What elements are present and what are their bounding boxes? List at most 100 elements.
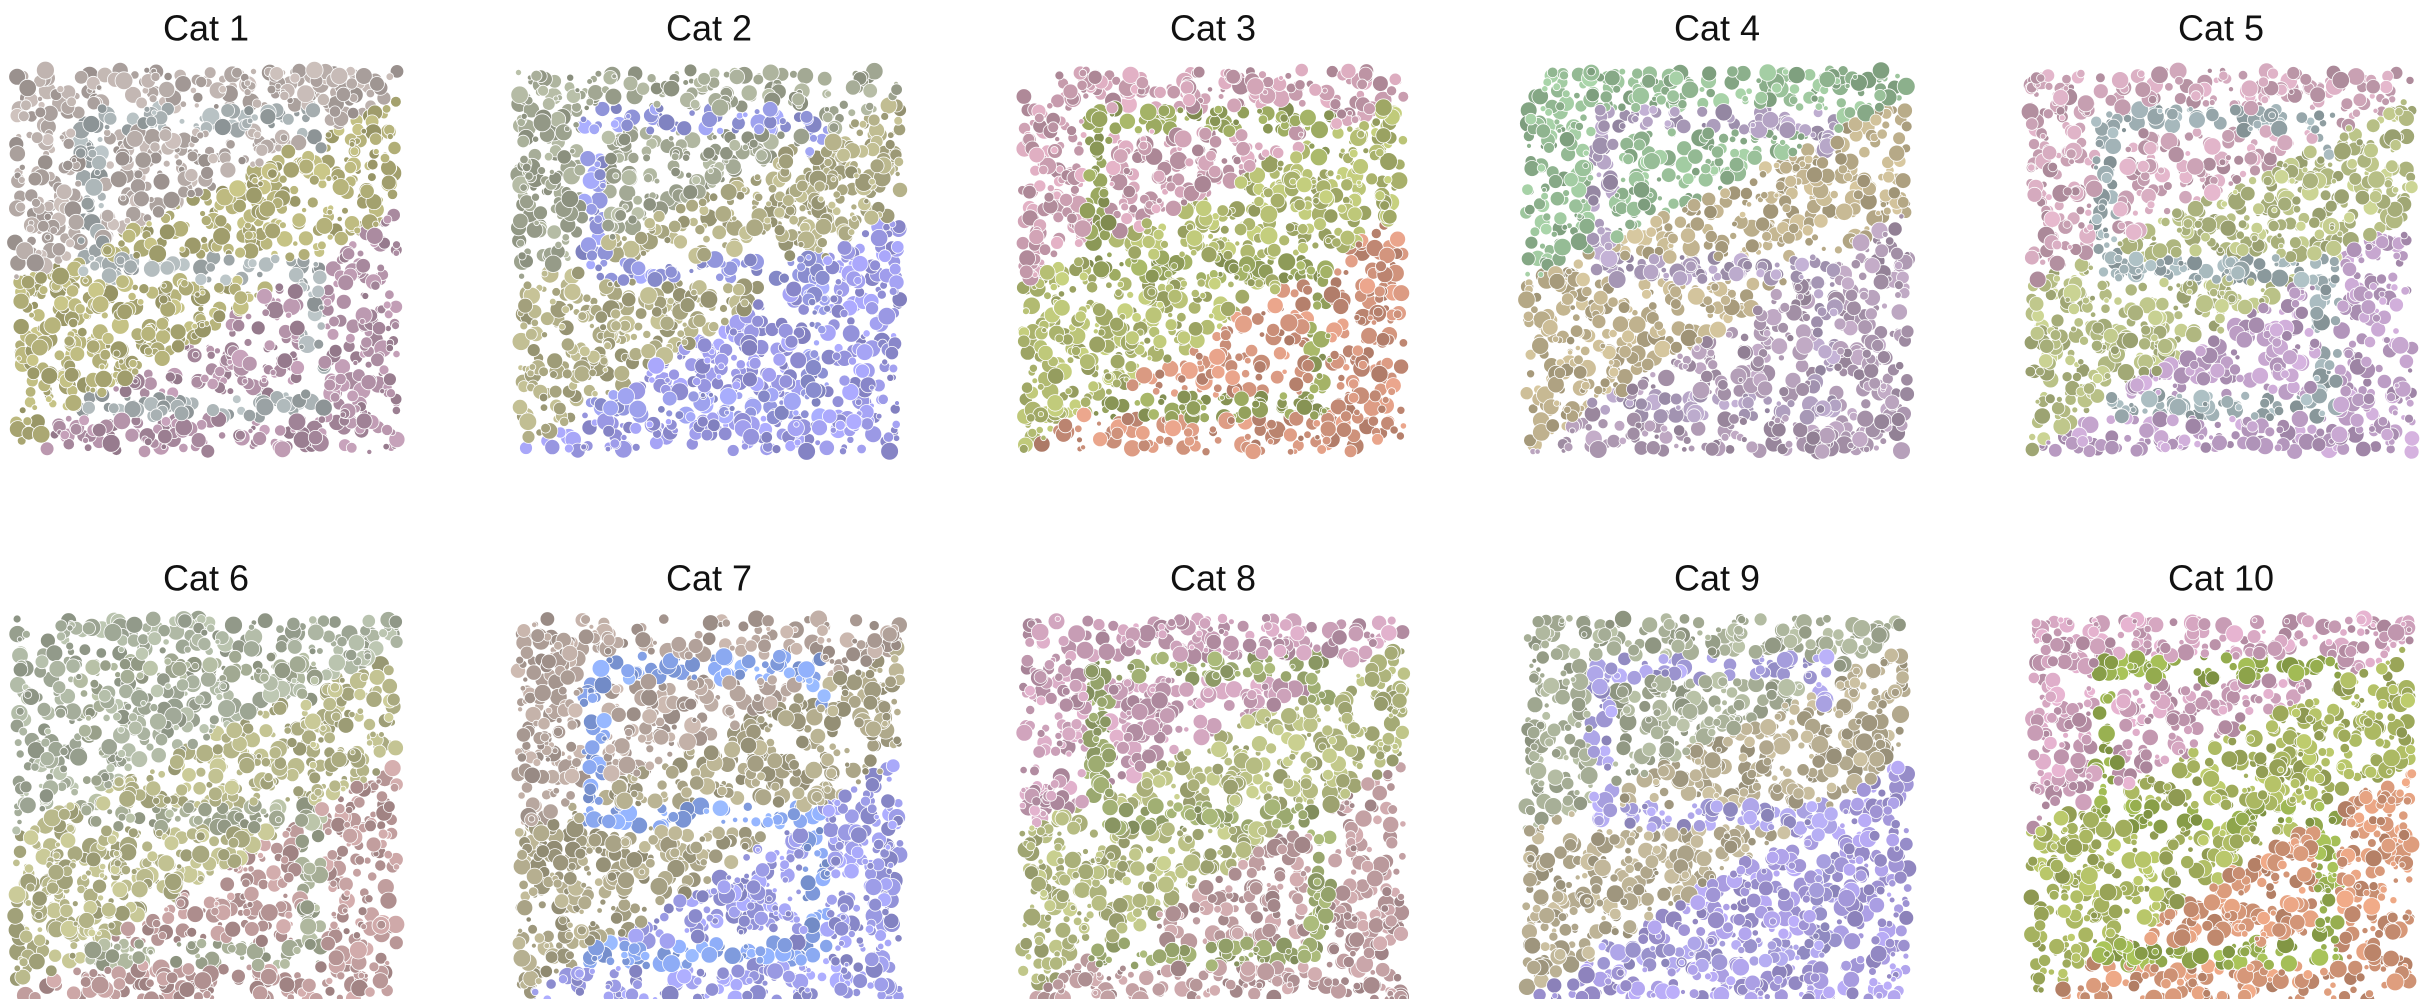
dot — [161, 444, 167, 450]
dot — [538, 167, 546, 175]
dot — [267, 85, 276, 94]
dot — [76, 148, 86, 158]
dot — [389, 300, 402, 313]
dot — [547, 225, 561, 239]
dot — [779, 375, 793, 389]
dot — [16, 356, 21, 361]
dot — [347, 390, 359, 402]
dot — [640, 250, 646, 256]
dot — [824, 107, 829, 112]
dot — [575, 88, 580, 93]
dot — [539, 367, 549, 377]
dot — [766, 201, 772, 207]
dot — [324, 298, 332, 306]
dot — [63, 439, 74, 450]
dot — [837, 241, 852, 256]
dot — [797, 68, 814, 85]
dot — [371, 353, 385, 367]
dot — [644, 174, 653, 183]
dot — [665, 266, 677, 278]
dot — [519, 273, 525, 279]
dot — [712, 135, 717, 140]
dot — [201, 216, 211, 226]
dot — [192, 351, 199, 358]
dot — [720, 388, 738, 406]
dot — [846, 414, 862, 430]
dot — [773, 353, 786, 366]
dot — [709, 193, 718, 202]
dot — [789, 215, 799, 225]
dot — [632, 443, 640, 451]
dot — [90, 261, 100, 271]
dot — [45, 396, 52, 403]
dot — [686, 172, 692, 178]
dot — [774, 207, 785, 218]
dot — [821, 295, 828, 302]
dot — [809, 298, 816, 305]
dot — [621, 434, 627, 440]
dot — [712, 225, 727, 240]
dot — [151, 72, 160, 81]
dot — [866, 102, 874, 110]
dot — [721, 317, 730, 326]
dot — [362, 293, 369, 300]
dot — [133, 191, 149, 207]
dot — [256, 398, 274, 416]
dot — [336, 294, 351, 309]
dot — [856, 344, 873, 361]
dot — [179, 246, 185, 252]
plate — [510, 62, 908, 460]
dot — [64, 336, 74, 346]
dot — [712, 99, 729, 116]
dot — [783, 392, 801, 410]
dot — [187, 151, 198, 162]
dot — [340, 412, 346, 418]
dot — [628, 152, 639, 163]
dot — [819, 440, 834, 455]
dot — [197, 132, 204, 139]
dot — [52, 267, 70, 285]
dot — [393, 350, 400, 357]
dot — [256, 144, 268, 156]
dot — [174, 154, 179, 159]
dot — [356, 413, 372, 429]
dot — [842, 325, 860, 343]
dot — [835, 420, 845, 430]
dot — [45, 234, 51, 240]
dot — [812, 310, 817, 315]
dot — [595, 311, 607, 323]
dot — [232, 319, 244, 331]
dot — [154, 350, 170, 366]
dot — [840, 309, 848, 317]
dot — [271, 254, 280, 263]
dot — [344, 161, 356, 173]
dot — [245, 313, 252, 320]
dot — [159, 129, 172, 142]
dot — [315, 142, 327, 154]
dot — [349, 142, 355, 148]
dot — [560, 417, 569, 426]
dot — [869, 178, 876, 185]
dot — [200, 211, 206, 217]
dot — [387, 133, 393, 139]
dot — [242, 356, 257, 371]
dot — [110, 171, 127, 188]
dot — [581, 444, 587, 450]
dot — [227, 359, 233, 365]
dot — [82, 401, 95, 414]
dot — [574, 366, 590, 382]
dot — [534, 220, 540, 226]
dot — [892, 420, 900, 428]
dot — [864, 199, 869, 204]
dot — [618, 133, 631, 146]
dot — [658, 114, 675, 131]
dot — [604, 342, 612, 350]
dot — [626, 114, 631, 119]
dot — [119, 385, 132, 398]
dot — [797, 262, 806, 271]
dot — [708, 168, 714, 174]
dot — [1263, 123, 1274, 134]
dot — [742, 372, 757, 387]
dot — [881, 112, 889, 120]
dot — [603, 367, 608, 372]
